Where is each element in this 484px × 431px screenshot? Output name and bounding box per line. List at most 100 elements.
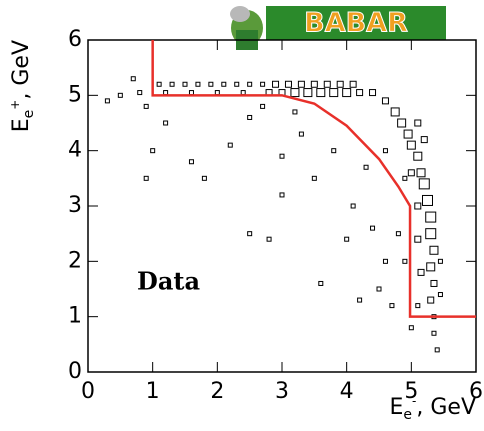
data-box — [323, 80, 331, 88]
data-box — [279, 192, 285, 198]
data-box — [395, 231, 401, 237]
data-box — [427, 296, 435, 304]
data-box — [382, 148, 388, 154]
data-box — [425, 228, 437, 240]
data-box — [426, 262, 436, 272]
data-box — [279, 153, 285, 159]
data-box — [403, 129, 413, 139]
y-tick-label: 6 — [68, 27, 82, 52]
data-box — [214, 90, 220, 96]
data-box — [156, 81, 162, 87]
y-tick-label: 4 — [68, 138, 82, 163]
data-box — [208, 81, 214, 87]
data-box — [369, 89, 377, 97]
data-box — [117, 92, 123, 98]
data-box — [303, 88, 313, 98]
label-rest: , GeV — [9, 40, 34, 100]
annotation: Data — [137, 267, 200, 296]
label-main: E — [390, 395, 404, 420]
cut-line — [151, 40, 476, 318]
data-box — [272, 80, 280, 88]
data-box — [408, 325, 414, 331]
data-box — [247, 114, 253, 120]
data-box — [430, 279, 438, 287]
data-box — [169, 81, 175, 87]
data-box — [370, 225, 376, 231]
data-box — [422, 194, 433, 206]
data-box — [195, 81, 201, 87]
data-box — [292, 109, 298, 115]
data-box — [234, 81, 240, 87]
data-box — [350, 203, 356, 209]
label-rest: , GeV — [416, 395, 476, 420]
data-box — [247, 81, 253, 87]
logo-box — [266, 6, 446, 40]
data-box — [437, 292, 443, 298]
data-box — [290, 88, 300, 98]
data-box — [342, 88, 352, 98]
data-box — [221, 81, 227, 87]
data-box — [227, 142, 233, 148]
data-box — [434, 347, 440, 353]
data-box — [130, 76, 136, 82]
data-box — [417, 268, 425, 276]
data-box — [247, 231, 253, 237]
logo-elephant-head — [230, 6, 250, 22]
x-tick-label: 4 — [340, 379, 354, 404]
data-box — [318, 280, 324, 286]
data-box — [437, 258, 443, 264]
logo-text: BABAR — [304, 8, 408, 39]
y-tick-label: 5 — [68, 82, 82, 107]
data-box — [414, 235, 422, 243]
data-box — [188, 159, 194, 165]
x-tick-label: 1 — [146, 379, 160, 404]
data-box — [425, 211, 437, 223]
data-box — [260, 103, 266, 109]
data-box — [344, 236, 350, 242]
data-box — [266, 236, 272, 242]
data-box — [414, 202, 422, 210]
data-box — [240, 90, 246, 96]
data-box — [331, 148, 337, 154]
label-sub: e — [403, 407, 412, 423]
data-box — [201, 175, 207, 181]
data-box — [284, 80, 292, 88]
label-main: E — [9, 118, 34, 132]
data-box — [260, 81, 266, 87]
data-box — [406, 140, 416, 150]
x-tick-label: 6 — [469, 379, 483, 404]
data-box — [356, 89, 364, 97]
data-box — [363, 164, 369, 170]
x-tick-label: 3 — [275, 379, 289, 404]
data-box — [415, 303, 421, 309]
data-box — [407, 169, 415, 177]
y-axis-label: Ee+, GeV — [8, 40, 37, 132]
y-tick-label: 0 — [68, 359, 82, 384]
data-box — [418, 178, 430, 190]
data-box — [402, 175, 408, 181]
data-box — [104, 98, 110, 104]
data-box — [188, 90, 194, 96]
data-box — [137, 90, 143, 96]
label-sup: + — [8, 100, 22, 110]
data-box — [163, 90, 169, 96]
label-sub: e — [21, 110, 37, 119]
data-box — [316, 88, 326, 98]
data-box — [429, 245, 439, 255]
x-axis-label: Ee-, GeV — [390, 394, 477, 423]
data-box — [329, 88, 339, 98]
y-tick-label: 3 — [68, 193, 82, 218]
data-box — [357, 297, 363, 303]
x-tick-label: 0 — [81, 379, 95, 404]
data-box — [297, 80, 305, 88]
data-box — [349, 80, 357, 88]
data-box — [143, 103, 149, 109]
data-box — [389, 303, 395, 309]
data-box — [414, 119, 422, 127]
x-tick-label: 5 — [404, 379, 418, 404]
y-tick-label: 2 — [68, 248, 82, 273]
data-box — [382, 258, 388, 264]
data-box — [336, 80, 344, 88]
data-box — [413, 151, 423, 161]
